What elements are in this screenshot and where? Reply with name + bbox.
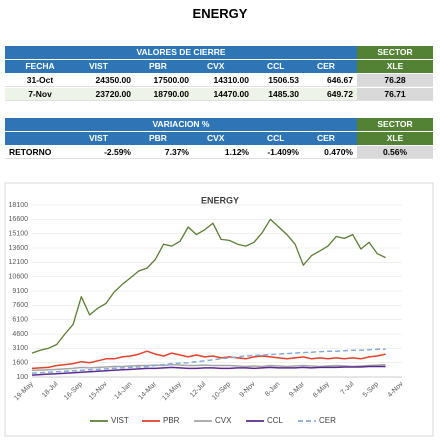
y-tick-label: 12100: [9, 259, 29, 266]
legend-label: VIST: [111, 416, 129, 425]
table-cell: 76.71: [357, 88, 433, 101]
y-tick-label: 100: [16, 374, 28, 381]
table-cell: 646.67: [303, 74, 357, 87]
column-header: PBR: [135, 60, 193, 73]
table-cell: 0.56%: [357, 146, 433, 159]
table-cell: 24350.00: [75, 74, 135, 87]
table-cell: 14470.00: [193, 88, 253, 101]
column-header: CVX: [193, 60, 253, 73]
table-cell: 649.72: [303, 88, 357, 101]
y-tick-label: 7600: [12, 302, 28, 309]
y-tick-label: 10600: [9, 274, 29, 281]
sector-header: SECTOR: [357, 46, 433, 59]
column-header: XLE: [357, 60, 433, 73]
column-header: CVX: [193, 132, 253, 145]
column-header: CCL: [253, 60, 303, 73]
series-line: [31, 365, 386, 376]
table-cell: 7.37%: [135, 146, 193, 159]
legend-label: CER: [319, 416, 336, 425]
y-tick-label: 18100: [9, 202, 29, 209]
table-cell: 18790.00: [135, 88, 193, 101]
column-header: CER: [303, 60, 357, 73]
table-cell: -2.59%: [75, 146, 135, 159]
page-title: ENERGY: [192, 6, 248, 21]
column-header: VIST: [75, 60, 135, 73]
y-tick-label: 13600: [9, 245, 29, 252]
sector-header: SECTOR: [357, 118, 433, 131]
y-tick-label: 6100: [12, 317, 28, 324]
column-header: CCL: [253, 132, 303, 145]
table-cell: 1.12%: [193, 146, 253, 159]
group-header: VARIACION %: [5, 118, 357, 131]
table-cell: 0.470%: [303, 146, 357, 159]
y-tick-label: 3100: [12, 345, 28, 352]
series-line: [31, 350, 386, 370]
column-header: PBR: [135, 132, 193, 145]
legend-label: CCL: [267, 416, 284, 425]
table-cell: 1485.30: [253, 88, 303, 101]
legend-label: CVX: [215, 416, 232, 425]
table-cell: 31-Oct: [5, 74, 75, 87]
y-tick-label: 4600: [12, 331, 28, 338]
series-line: [31, 363, 386, 372]
table-cell: 76.28: [357, 74, 433, 87]
chart-title: ENERGY: [201, 195, 239, 205]
series-line: [31, 218, 386, 354]
column-header: CER: [303, 132, 357, 145]
table-cell: -1.409%: [253, 146, 303, 159]
y-tick-label: 9100: [12, 288, 28, 295]
table-cell: 1506.53: [253, 74, 303, 87]
chart-frame: [4, 182, 434, 437]
legend-label: PBR: [163, 416, 180, 425]
table-cell: 7-Nov: [5, 88, 75, 101]
group-header: VALORES DE CIERRE: [5, 46, 357, 59]
y-tick-label: 16600: [9, 216, 29, 223]
column-header: FECHA: [5, 60, 75, 73]
table-cell: 14310.00: [193, 74, 253, 87]
series-line: [31, 348, 386, 374]
column-header: VIST: [75, 132, 135, 145]
table-cell: 17500.00: [135, 74, 193, 87]
column-header: XLE: [357, 132, 433, 145]
y-tick-label: 15100: [9, 231, 29, 238]
column-header: [5, 132, 75, 145]
table-cell: RETORNO: [5, 146, 75, 159]
table-cell: 23720.00: [75, 88, 135, 101]
y-tick-label: 1600: [12, 360, 28, 367]
